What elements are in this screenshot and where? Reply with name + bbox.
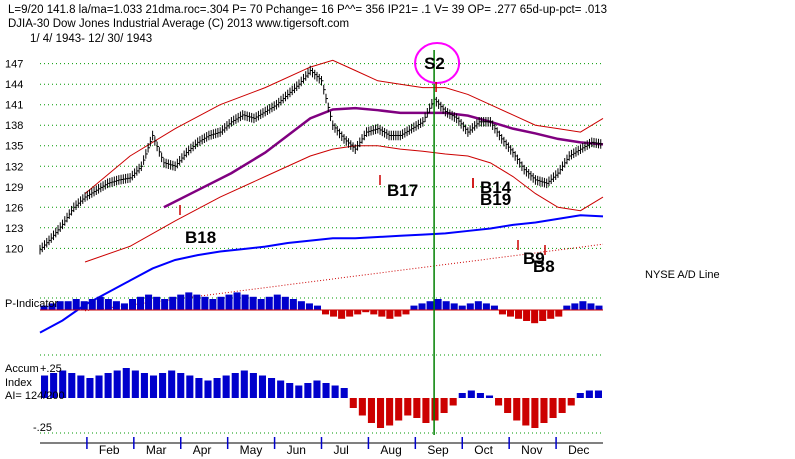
ad-line-label: NYSE A/D Line bbox=[645, 269, 720, 281]
signal-b9: B9 bbox=[523, 249, 545, 268]
s2-circle bbox=[414, 42, 461, 84]
header-line2: DJIA-30 Dow Jones Industrial Average (C)… bbox=[8, 18, 349, 30]
series-layer bbox=[39, 59, 604, 428]
signal-b14: B14 bbox=[480, 178, 512, 197]
price-tick-141: 141 bbox=[5, 100, 23, 112]
header-line1: L=9/20 141.8 la/ma=1.033 21dma.roc=.304 … bbox=[8, 4, 607, 16]
accum-bottom-label: -.25 bbox=[33, 422, 52, 434]
accum-label: Accum bbox=[5, 363, 39, 375]
month-label-may: May bbox=[240, 443, 263, 457]
index-label: Index bbox=[5, 377, 32, 389]
accum-top-label: +.25 bbox=[40, 363, 62, 375]
price-tick-123: 123 bbox=[5, 223, 23, 235]
header-line3: 1/ 4/ 1943- 12/ 30/ 1943 bbox=[30, 33, 152, 45]
month-label-jul: Jul bbox=[334, 443, 349, 457]
price-tick-144: 144 bbox=[5, 79, 23, 91]
month-label-feb: Feb bbox=[99, 443, 120, 457]
price-tick-135: 135 bbox=[5, 141, 23, 153]
p-indicator-label: P-Indicator bbox=[5, 298, 59, 310]
price-tick-126: 126 bbox=[5, 202, 23, 214]
upper-band bbox=[84, 59, 604, 194]
moving-average bbox=[163, 106, 604, 209]
lower-band bbox=[84, 145, 604, 263]
month-label-sep: Sep bbox=[427, 443, 449, 457]
month-label-mar: Mar bbox=[146, 443, 167, 457]
signal-b18: B18 bbox=[185, 228, 216, 247]
price-tick-129: 129 bbox=[5, 182, 23, 194]
month-label-aug: Aug bbox=[380, 443, 401, 457]
ai-label: AI= 124/200 bbox=[5, 390, 65, 402]
signal-b17: B17 bbox=[387, 181, 418, 200]
axis-layer: 147 144 141 138 135 132 129 126 123 120 Feb Mar Apr M… bbox=[5, 59, 603, 457]
month-label-nov: Nov bbox=[521, 443, 542, 457]
signal-b8: B8 bbox=[533, 257, 555, 276]
price-tick-147: 147 bbox=[5, 59, 23, 71]
signal-b19: B19 bbox=[480, 190, 511, 209]
month-label-jun: Jun bbox=[287, 443, 306, 457]
price-tick-120: 120 bbox=[5, 243, 23, 255]
month-label-dec: Dec bbox=[568, 443, 589, 457]
price-tick-132: 132 bbox=[5, 161, 23, 173]
month-label-apr: Apr bbox=[193, 443, 212, 457]
ad-line bbox=[39, 214, 604, 334]
signal-s2: S2 bbox=[424, 54, 445, 73]
price-tick-138: 138 bbox=[5, 120, 23, 132]
month-label-oct: Oct bbox=[474, 443, 493, 457]
